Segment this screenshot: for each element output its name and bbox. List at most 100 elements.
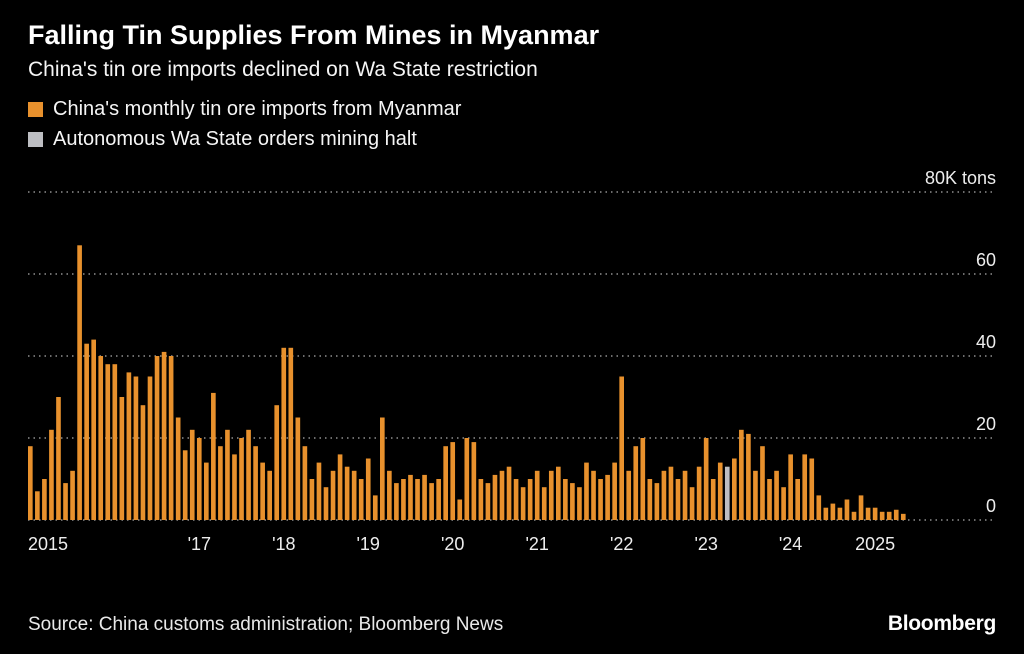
bar — [492, 474, 498, 521]
highlight-bar — [724, 466, 730, 521]
bar — [77, 245, 82, 521]
bar — [584, 462, 589, 521]
bar — [640, 438, 646, 521]
bar — [372, 495, 378, 521]
bar — [556, 466, 561, 521]
bar — [246, 429, 251, 521]
bar — [746, 433, 751, 521]
bar — [70, 470, 75, 521]
bar — [753, 470, 758, 521]
chart-title: Falling Tin Supplies From Mines in Myanm… — [28, 20, 600, 50]
bar — [49, 429, 54, 521]
bar — [612, 462, 617, 521]
bar — [281, 347, 287, 521]
y-axis-label: 60 — [976, 250, 996, 270]
bar — [105, 364, 111, 521]
bar — [689, 487, 695, 521]
bar — [767, 479, 772, 521]
legend-label-imports: China's monthly tin ore imports from Mya… — [53, 98, 462, 121]
bar — [232, 454, 237, 521]
bar — [513, 479, 519, 521]
bar — [239, 438, 244, 521]
bar — [63, 483, 68, 521]
bar — [28, 446, 33, 521]
bar — [401, 479, 406, 521]
bar — [422, 474, 427, 521]
bar — [56, 397, 61, 521]
bar — [436, 479, 441, 521]
bar — [35, 491, 40, 521]
bar — [330, 470, 336, 521]
bar — [175, 417, 181, 521]
legend-label-mining-halt: Autonomous Wa State orders mining halt — [53, 128, 417, 151]
bar — [668, 466, 674, 521]
x-axis-label: '17 — [188, 534, 211, 554]
bar — [774, 470, 779, 521]
bar — [112, 364, 118, 521]
bar — [91, 339, 96, 521]
bar — [457, 499, 463, 521]
x-axis-label: 2015 — [28, 534, 68, 554]
bar — [520, 487, 526, 521]
bar — [893, 509, 899, 521]
bar — [119, 397, 125, 521]
bar — [168, 356, 174, 521]
bar — [133, 376, 139, 521]
bar — [260, 462, 265, 521]
bar — [450, 442, 456, 521]
bar — [323, 487, 329, 521]
bar — [295, 417, 301, 521]
bar — [253, 446, 258, 521]
bar — [781, 487, 786, 521]
bar — [837, 507, 843, 521]
bar — [161, 351, 167, 521]
bar — [570, 483, 575, 521]
bar — [204, 462, 209, 521]
bar — [577, 487, 582, 521]
x-axis-label: '19 — [356, 534, 379, 554]
bar — [267, 470, 272, 521]
bar — [84, 343, 89, 521]
bar — [795, 479, 800, 521]
bar — [809, 458, 815, 521]
bar — [900, 513, 906, 521]
bar — [302, 446, 308, 521]
bar — [619, 376, 624, 521]
bar — [351, 470, 357, 521]
y-axis-label: 0 — [986, 496, 996, 516]
bar — [478, 479, 484, 521]
bar — [548, 470, 554, 521]
bar — [886, 511, 892, 521]
bar — [682, 470, 688, 521]
bar — [591, 470, 596, 521]
bar — [147, 376, 153, 521]
x-axis-label: '20 — [441, 534, 464, 554]
bar — [380, 417, 385, 521]
bar — [830, 503, 836, 521]
bar — [443, 446, 448, 521]
bar — [703, 438, 709, 521]
bar — [189, 429, 195, 521]
bar — [182, 450, 188, 521]
bar — [732, 458, 737, 521]
x-axis-label: '24 — [779, 534, 802, 554]
bar — [274, 405, 280, 521]
x-axis-label: '21 — [525, 534, 548, 554]
y-axis-label: 40 — [976, 332, 996, 352]
legend-item-imports: China's monthly tin ore imports from Mya… — [28, 98, 996, 121]
bar — [154, 356, 160, 521]
bar — [126, 372, 132, 521]
bar — [499, 470, 505, 521]
bar — [485, 483, 491, 521]
bar — [605, 474, 610, 521]
bar — [429, 483, 434, 521]
bar — [865, 507, 871, 521]
legend-swatch-gray-icon — [28, 132, 43, 148]
bar — [394, 483, 399, 521]
bar — [851, 511, 857, 521]
x-axis-label: '23 — [694, 534, 717, 554]
bar — [598, 479, 603, 521]
bar — [858, 495, 864, 521]
bar — [661, 470, 667, 521]
